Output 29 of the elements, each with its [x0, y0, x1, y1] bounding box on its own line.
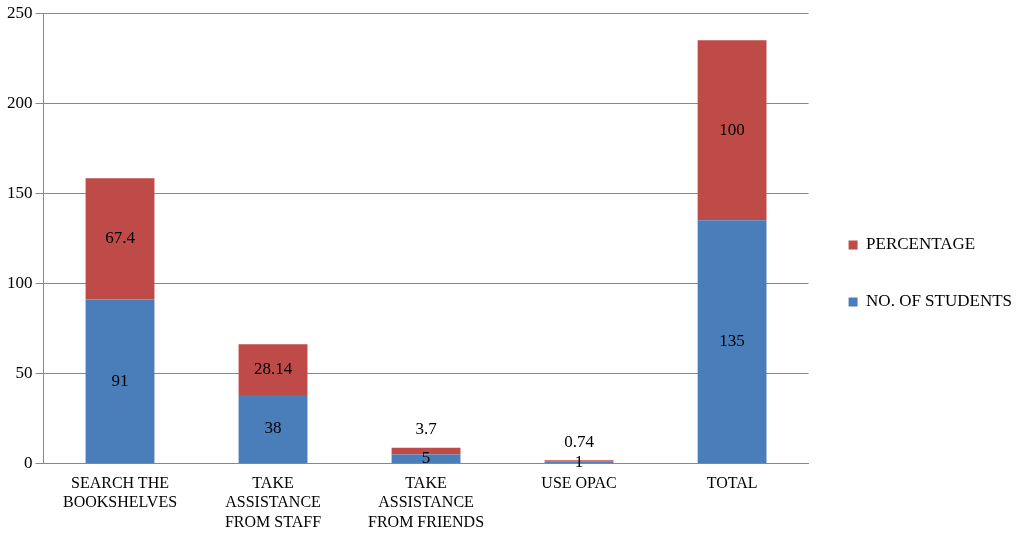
bar — [238, 394, 308, 463]
data-label: 135 — [719, 331, 745, 351]
x-tick-label: USE OPAC — [541, 474, 617, 492]
y-tick-label: 100 — [7, 272, 33, 292]
bar — [697, 40, 767, 221]
data-label: 67.4 — [105, 228, 136, 248]
bar — [697, 220, 767, 463]
bar — [238, 344, 308, 395]
x-tick-label: TAKE ASSISTANCE FROM FRIENDS — [368, 474, 485, 530]
y-tick-label: 0 — [24, 452, 33, 472]
data-label: 38 — [264, 418, 282, 438]
bar — [85, 299, 155, 463]
data-label: 28.14 — [253, 359, 293, 379]
legend-label: NO. OF STUDENTS — [866, 291, 1013, 311]
data-label: 91 — [111, 370, 129, 390]
x-tick-label: SEARCH THE BOOKSHELVES — [62, 474, 178, 511]
y-tick-label: 250 — [7, 2, 33, 22]
bar — [85, 178, 155, 300]
legend-label: PERCENTAGE — [866, 234, 976, 254]
y-tick-label: 200 — [7, 92, 33, 112]
y-tick-label: 150 — [7, 182, 33, 202]
bar — [391, 454, 461, 463]
x-tick-label: TAKE ASSISTANCE FROM STAFF — [224, 474, 322, 530]
y-tick-label: 50 — [15, 362, 33, 382]
data-label: 3.7 — [415, 419, 438, 439]
x-tick-label: TOTAL — [706, 474, 758, 492]
data-label: 0.74 — [564, 431, 595, 451]
data-label: 100 — [719, 119, 745, 139]
data-label: 5 — [421, 448, 431, 468]
